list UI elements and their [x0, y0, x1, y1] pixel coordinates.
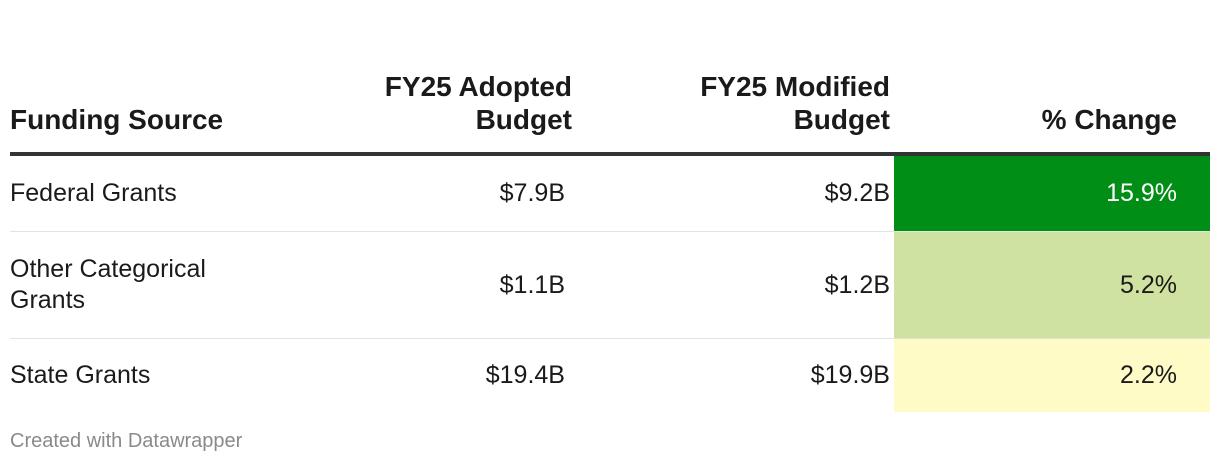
column-header-funding-source: Funding Source: [10, 0, 250, 156]
cell-modified-budget: $19.9B: [810, 361, 890, 389]
cell-percent-change: 2.2%: [894, 338, 1210, 412]
column-header-adopted-budget: FY25 Adopted Budget: [250, 0, 572, 156]
cell-funding-source: Other Categorical Grants: [10, 231, 250, 339]
column-header-percent-change: % Change: [894, 0, 1210, 156]
cell-adopted-budget: $19.4B: [485, 361, 565, 389]
column-header-modified-budget-label: FY25 Modified Budget: [700, 71, 890, 135]
cell-adopted-budget: $1.1B: [250, 231, 572, 339]
column-header-modified-budget: FY25 Modified Budget: [572, 0, 894, 156]
cell-percent-change: 5.2%: [894, 231, 1210, 339]
cell-modified-budget: $1.2B: [572, 231, 894, 339]
cell-funding-source: State Grants: [10, 361, 151, 389]
table-row: Federal Grants $7.9B $9.2B 15.9%: [10, 154, 1210, 232]
cell-funding-source: Federal Grants: [10, 154, 250, 232]
cell-adopted-budget: $7.9B: [250, 154, 572, 232]
credit-footer: Created with Datawrapper: [10, 430, 243, 452]
cell-funding-source-label: Other Categorical Grants: [10, 255, 206, 314]
table-header-row: Funding Source FY25 Adopted Budget FY25 …: [10, 0, 1210, 156]
funding-table: Funding Source FY25 Adopted Budget FY25 …: [10, 0, 1210, 412]
cell-percent-change: 15.9%: [894, 154, 1210, 232]
data-table-container: Funding Source FY25 Adopted Budget FY25 …: [10, 0, 1210, 412]
cell-modified-budget: $9.2B: [572, 154, 894, 232]
table-row: Other Categorical Grants $1.1B $1.2B 5.2…: [10, 231, 1210, 339]
column-header-adopted-budget-label: FY25 Adopted Budget: [384, 71, 572, 135]
table-row: State Grants $19.4B $19.9B 2.2%: [10, 338, 1210, 412]
